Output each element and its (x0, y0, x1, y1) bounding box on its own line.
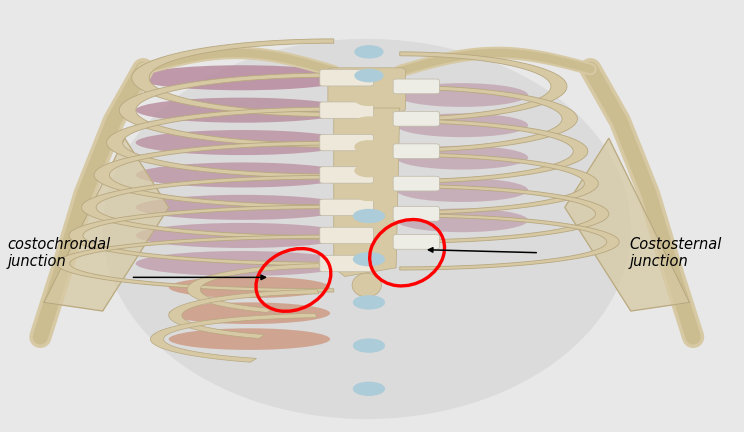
Ellipse shape (355, 93, 383, 105)
Ellipse shape (355, 141, 383, 153)
Ellipse shape (135, 65, 348, 90)
Ellipse shape (169, 302, 330, 324)
Ellipse shape (169, 276, 330, 298)
Ellipse shape (353, 296, 385, 309)
Ellipse shape (135, 195, 348, 220)
FancyBboxPatch shape (393, 144, 440, 159)
Ellipse shape (355, 70, 383, 82)
PathPatch shape (106, 107, 334, 178)
Ellipse shape (103, 39, 631, 419)
Ellipse shape (135, 251, 348, 276)
Ellipse shape (355, 46, 383, 58)
Polygon shape (44, 138, 169, 311)
Ellipse shape (396, 146, 528, 170)
PathPatch shape (400, 184, 609, 243)
PathPatch shape (57, 235, 334, 292)
FancyBboxPatch shape (393, 206, 440, 221)
FancyBboxPatch shape (320, 227, 373, 244)
PathPatch shape (119, 73, 334, 147)
PathPatch shape (69, 205, 334, 266)
PathPatch shape (94, 141, 334, 209)
FancyBboxPatch shape (393, 235, 440, 249)
PathPatch shape (400, 214, 619, 270)
PathPatch shape (169, 289, 318, 338)
PathPatch shape (82, 175, 334, 239)
Polygon shape (565, 138, 690, 311)
Ellipse shape (396, 114, 528, 137)
Ellipse shape (352, 273, 382, 297)
FancyBboxPatch shape (320, 167, 373, 183)
FancyBboxPatch shape (320, 199, 373, 216)
Text: Costosternal
junction: Costosternal junction (629, 237, 722, 269)
FancyBboxPatch shape (393, 111, 440, 126)
PathPatch shape (400, 153, 598, 214)
Ellipse shape (135, 162, 348, 187)
PathPatch shape (150, 313, 317, 362)
PathPatch shape (400, 119, 588, 183)
Ellipse shape (135, 98, 348, 123)
FancyBboxPatch shape (320, 134, 373, 151)
Ellipse shape (169, 328, 330, 350)
Text: costochrondal
junction: costochrondal junction (7, 237, 111, 269)
Ellipse shape (353, 339, 385, 352)
Ellipse shape (353, 210, 385, 222)
PathPatch shape (132, 39, 334, 117)
Ellipse shape (396, 83, 528, 107)
Ellipse shape (355, 188, 383, 200)
PathPatch shape (400, 52, 567, 121)
Ellipse shape (135, 223, 348, 248)
FancyBboxPatch shape (393, 176, 440, 191)
Ellipse shape (396, 178, 528, 202)
FancyBboxPatch shape (328, 68, 405, 111)
FancyBboxPatch shape (320, 70, 373, 86)
PathPatch shape (187, 264, 321, 312)
Ellipse shape (396, 209, 528, 232)
PathPatch shape (400, 86, 577, 152)
FancyBboxPatch shape (320, 255, 373, 272)
Ellipse shape (355, 117, 383, 129)
FancyBboxPatch shape (320, 102, 373, 118)
FancyBboxPatch shape (393, 79, 440, 94)
PathPatch shape (334, 108, 400, 276)
Ellipse shape (355, 165, 383, 177)
Ellipse shape (135, 130, 348, 155)
Ellipse shape (353, 382, 385, 395)
Ellipse shape (353, 253, 385, 266)
